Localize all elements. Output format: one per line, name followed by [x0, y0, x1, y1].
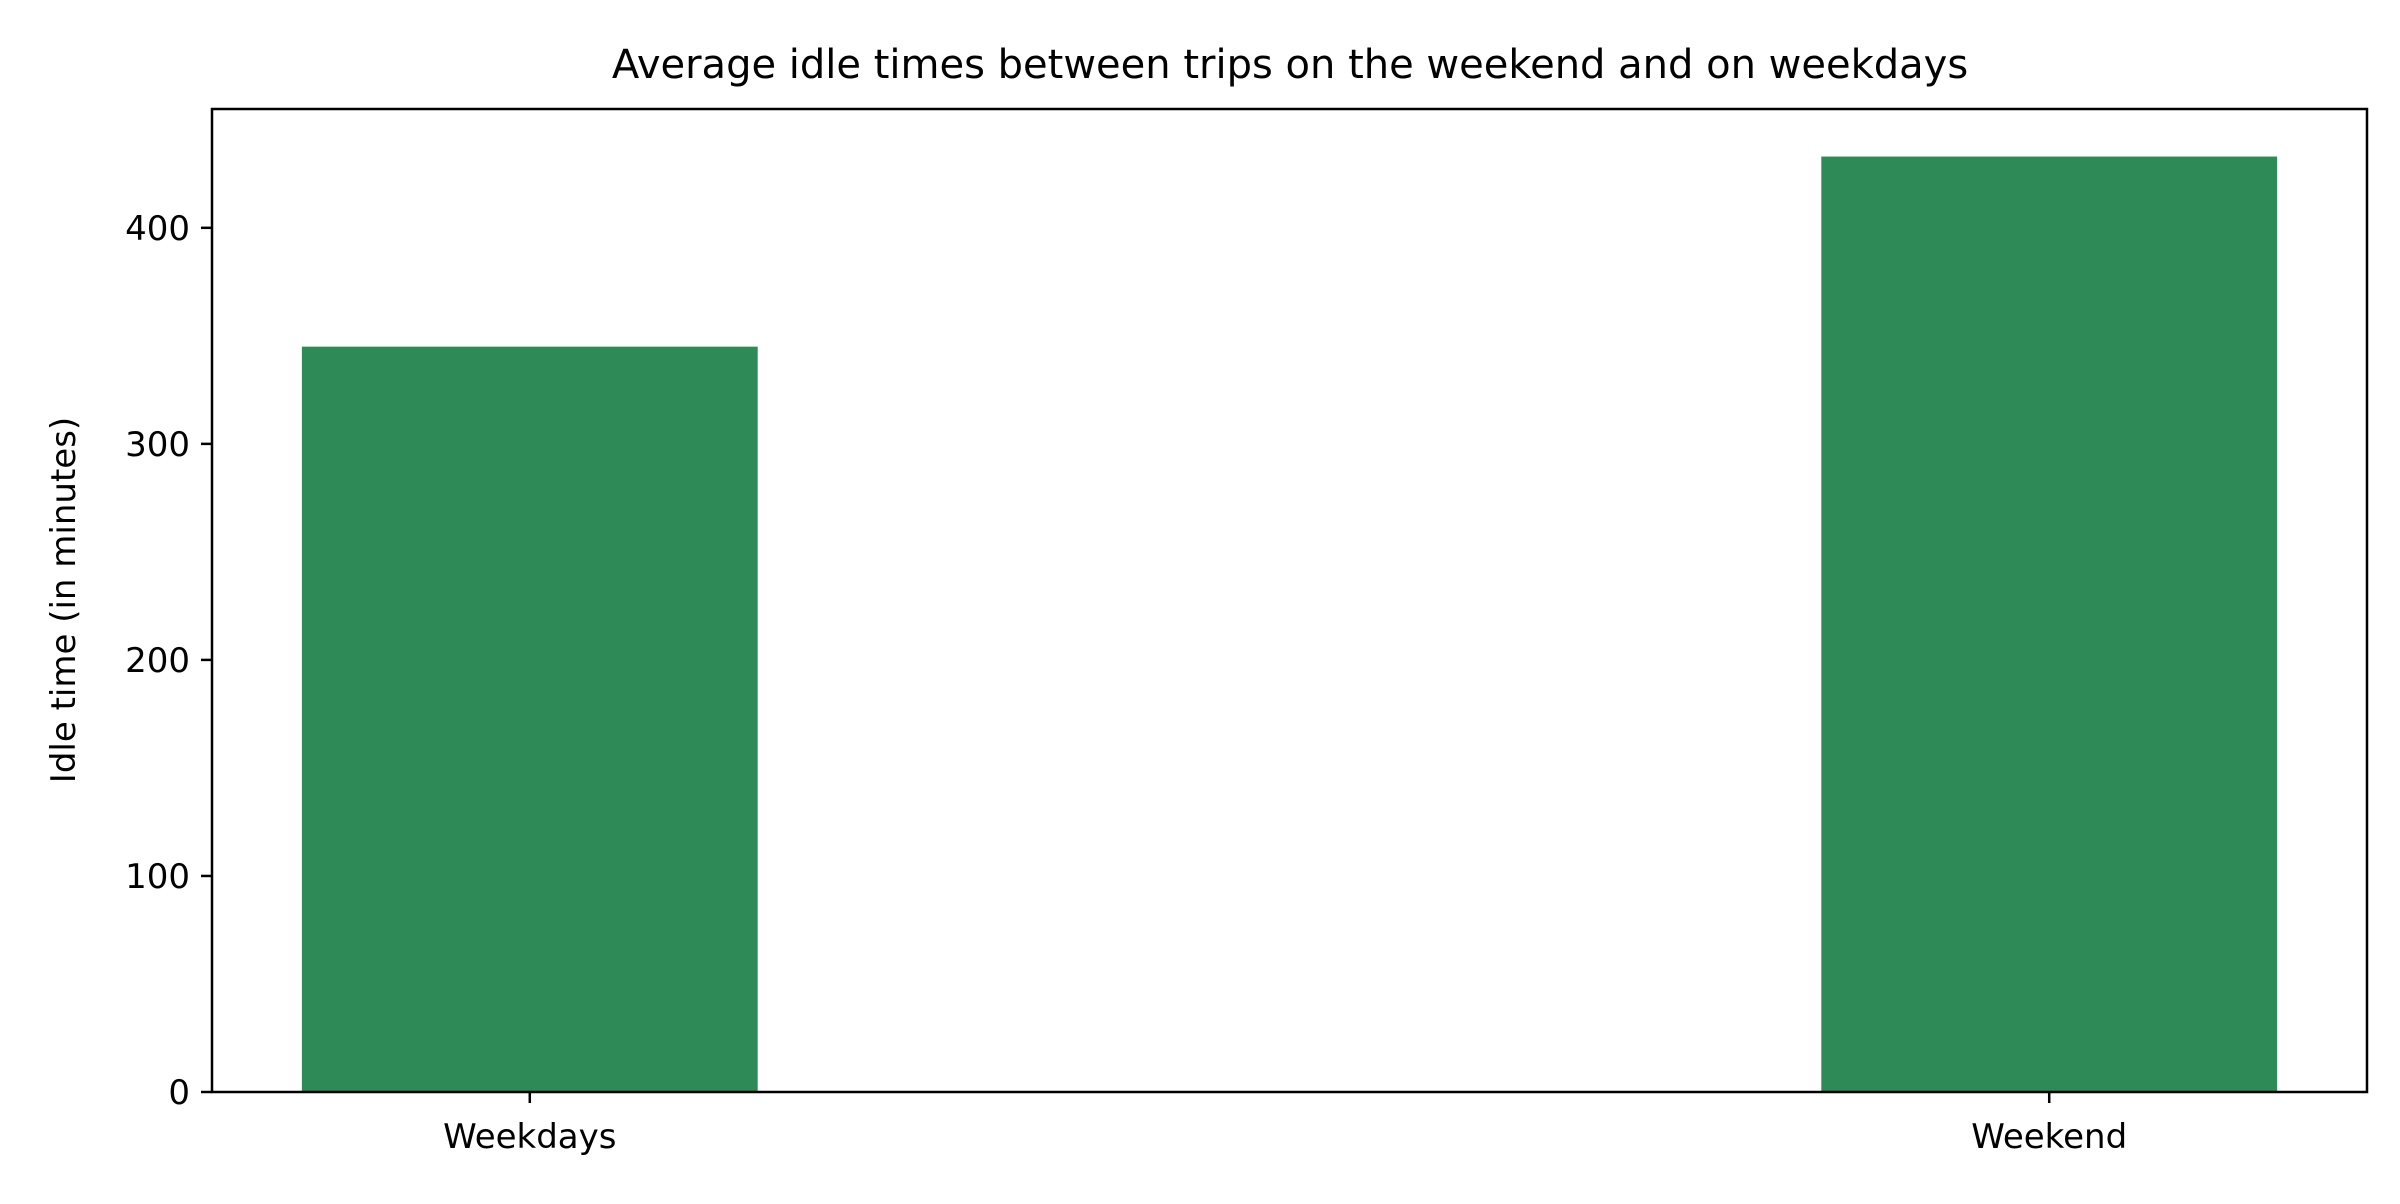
y-tick-label: 300	[125, 425, 190, 465]
y-axis-label: Idle time (in minutes)	[44, 417, 84, 783]
y-tick-label: 200	[125, 641, 190, 681]
bars-layer	[301, 156, 2278, 1093]
y-tick-label: 100	[125, 857, 190, 897]
chart-title: Average idle times between trips on the …	[612, 42, 1968, 88]
ticks-layer: Weekdays Weekend 0 100 200 300 400	[125, 209, 2127, 1157]
bar-weekend	[1821, 156, 2278, 1092]
y-tick-label: 400	[125, 209, 190, 249]
bar-weekdays	[301, 346, 758, 1093]
x-tick-label: Weekdays	[443, 1117, 616, 1157]
plot-frame	[210, 107, 2369, 1094]
y-tick-label: 0	[168, 1073, 190, 1113]
x-tick-label: Weekend	[1971, 1117, 2127, 1157]
